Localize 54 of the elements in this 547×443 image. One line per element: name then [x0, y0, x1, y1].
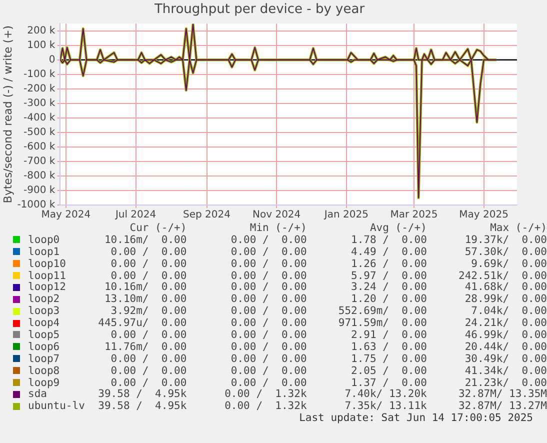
- text: Cur (-/+) Min (-/+) Avg (-/+) Max (-/+): [128, 222, 547, 234]
- x-tick-label: Jan 2025: [323, 210, 368, 221]
- legend-label: loop6: [27, 340, 61, 353]
- y-tick-label: 0: [48, 54, 56, 66]
- y-tick-label: -100 k: [24, 68, 56, 80]
- text: 39.58 / 4.95k 0.00 / 1.32k 7.35k/ 13.11k 32.87M/ 13.27M: [97, 400, 547, 412]
- text: 10.16m/ 0.00 0.00 / 0.00 3.24 / 0.00 41.68k/ 0.00: [103, 281, 547, 294]
- text: 0.00 / 0.00 0.00 / 0.00 4.49 / 0.00 57.30k/ 0.00: [110, 246, 547, 258]
- y-tick-label: -1000 k: [17, 200, 56, 211]
- legend-label: loop12: [27, 281, 67, 294]
- x-tick-label: Sep 2024: [183, 210, 231, 221]
- text: 445.97u/ 0.00 0.00 / 0.00 971.59m/ 0.00 24.21k/ 0.00: [97, 317, 547, 330]
- text: 0.00 / 0.00 0.00 / 0.00 1.75 / 0.00 30.49k/ 0.00: [110, 352, 547, 365]
- legend-label: loop3: [27, 305, 61, 318]
- text: 3.92m/ 0.00 0.00 / 0.00 552.69m/ 0.00 7.04k/ 0.00: [110, 305, 547, 318]
- x-tick-label: May 2024: [41, 210, 91, 221]
- legend-label: sda: [27, 388, 47, 400]
- text: 0.00 / 0.00 0.00 / 0.00 2.91 / 0.00 46.99k/ 0.00: [110, 328, 547, 341]
- x-tick-label: Nov 2024: [252, 210, 301, 221]
- y-tick-label: -400 k: [24, 112, 56, 124]
- text: 11.76m/ 0.00 0.00 / 0.00 1.63 / 0.00 20.44k/ 0.00: [103, 340, 547, 353]
- y-tick-label: -800 k: [24, 170, 56, 182]
- y-tick-label: -700 k: [24, 156, 56, 168]
- legend-label: loop10: [27, 258, 67, 270]
- text: 39.58 / 4.95k 0.00 / 1.32k 7.40k/ 13.20k 32.87M/ 13.35M: [97, 388, 547, 400]
- y-axis-title: Bytes/second read (-) / write (+): [1, 25, 14, 204]
- legend-label: loop0: [27, 234, 61, 246]
- text: Last update: Sat Jun 14 17:00:05 2025: [298, 412, 533, 424]
- legend-label: loop1: [27, 246, 61, 258]
- text: 10.16m/ 0.00 0.00 / 0.00 1.78 / 0.00 19.37k/ 0.00: [103, 234, 547, 246]
- legend-label: loop7: [27, 352, 61, 365]
- x-tick-label: May 2025: [459, 210, 508, 221]
- legend-label: loop4: [27, 317, 61, 330]
- text: 0.00 / 0.00 0.00 / 0.00 2.05 / 0.00 41.34k/ 0.00: [110, 364, 547, 377]
- y-tick-label: -200 k: [24, 84, 56, 94]
- y-tick-label: -500 k: [24, 127, 56, 138]
- text: 0.00 / 0.00 0.00 / 0.00 1.37 / 0.00 21.23k/ 0.00: [110, 376, 547, 389]
- text: 13.10m/ 0.00 0.00 / 0.00 1.20 / 0.00 28.99k/ 0.00: [103, 293, 547, 306]
- legend-label: loop2: [27, 293, 61, 306]
- y-tick-label: -300 k: [24, 98, 56, 110]
- legend-label: loop9: [27, 376, 61, 389]
- legend-label: loop8: [27, 364, 61, 377]
- x-tick-label: Mar 2025: [390, 210, 438, 221]
- legend-label: ubuntu-lv: [27, 400, 86, 412]
- chart-title: Throughput per device - by year: [153, 2, 366, 18]
- text: 0.00 / 0.00 0.00 / 0.00 5.97 / 0.00 242.51k/ 0.00: [110, 270, 547, 282]
- y-tick-label: 100 k: [27, 40, 56, 51]
- x-tick-label: Jul 2024: [114, 210, 156, 221]
- y-tick-label: -600 k: [24, 142, 56, 153]
- y-tick-label: -900 k: [24, 185, 56, 196]
- text: 0.00 / 0.00 0.00 / 0.00 1.26 / 0.00 9.69k/ 0.00: [110, 258, 547, 270]
- legend-label: loop11: [27, 270, 67, 282]
- legend-label: loop5: [27, 328, 61, 341]
- y-tick-label: 200 k: [27, 25, 56, 36]
